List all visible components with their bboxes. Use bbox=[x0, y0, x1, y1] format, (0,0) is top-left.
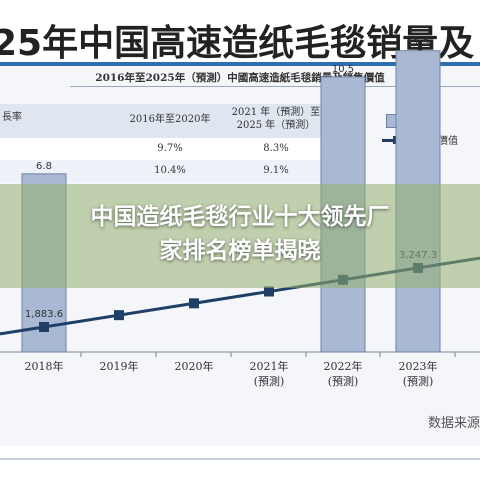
bottom-margin bbox=[0, 446, 480, 480]
value-point bbox=[189, 298, 199, 309]
headline-text: 25年中国高速造纸毛毯销量及 bbox=[0, 23, 475, 62]
x-tick-label: 2020年 bbox=[175, 359, 214, 373]
value-point bbox=[39, 322, 49, 332]
x-tick-label: (預測) bbox=[254, 374, 285, 388]
table-row: 10.4% 9.1% bbox=[0, 160, 330, 182]
bottom-rule bbox=[0, 458, 480, 460]
x-tick-label: 2021年 bbox=[250, 359, 289, 373]
bar-value-label: 11.5 bbox=[407, 38, 429, 49]
x-tick-label: (預測) bbox=[403, 374, 434, 388]
x-tick-label: 2019年 bbox=[100, 359, 139, 373]
table-header-period-2: 2021 年（預測）至 2025 年（預測） bbox=[226, 107, 326, 132]
table-cell: 9.1% bbox=[263, 165, 289, 176]
headline-banner: 25年中国高速造纸毛毯销量及 bbox=[0, 0, 480, 62]
overlay-title-line2: 家排名榜单揭晓 bbox=[159, 238, 321, 264]
table-cell: 10.4% bbox=[154, 165, 186, 176]
x-tick-label: 2018年 bbox=[25, 359, 64, 373]
source-note: 数据来源 bbox=[428, 416, 480, 431]
table-header-growth: 長率 bbox=[2, 112, 22, 123]
chart-title: 2016年至2025年（預測）中國高速造紙毛毯銷量及銷售價值 bbox=[95, 72, 385, 84]
value-label: 1,883.6 bbox=[25, 309, 63, 320]
x-tick-label: 2023年 bbox=[399, 359, 438, 373]
table-header-period-2-line1: 2021 年（預測）至 bbox=[231, 107, 321, 118]
table-cell: 9.7% bbox=[157, 143, 183, 154]
table-header-row: 長率 2016年至2020年 2021 年（預測）至 2025 年（預測） bbox=[0, 104, 330, 138]
x-tick-label: 2022年 bbox=[324, 359, 363, 373]
value-point bbox=[114, 310, 124, 321]
value-point bbox=[264, 286, 274, 297]
table-cell: 8.3% bbox=[263, 143, 289, 154]
table-header-period-1: 2016年至2020年 bbox=[129, 114, 211, 125]
title-rule bbox=[70, 86, 480, 87]
bar-value-label: 10.5 bbox=[332, 64, 354, 75]
overlay-title-line1: 中国造纸毛毯行业十大领先厂 bbox=[90, 204, 390, 230]
table-header-period-2-line2: 2025 年（預測） bbox=[236, 119, 316, 131]
bar-value-label: 6.8 bbox=[36, 161, 52, 172]
headline-underline bbox=[0, 62, 480, 66]
x-tick-label: (預測) bbox=[328, 374, 359, 388]
overlay-title: 中国造纸毛毯行业十大领先厂 家排名榜单揭晓 bbox=[0, 200, 480, 268]
table-row: 9.7% 8.3% bbox=[0, 138, 330, 160]
title-overlay-band bbox=[0, 184, 480, 288]
